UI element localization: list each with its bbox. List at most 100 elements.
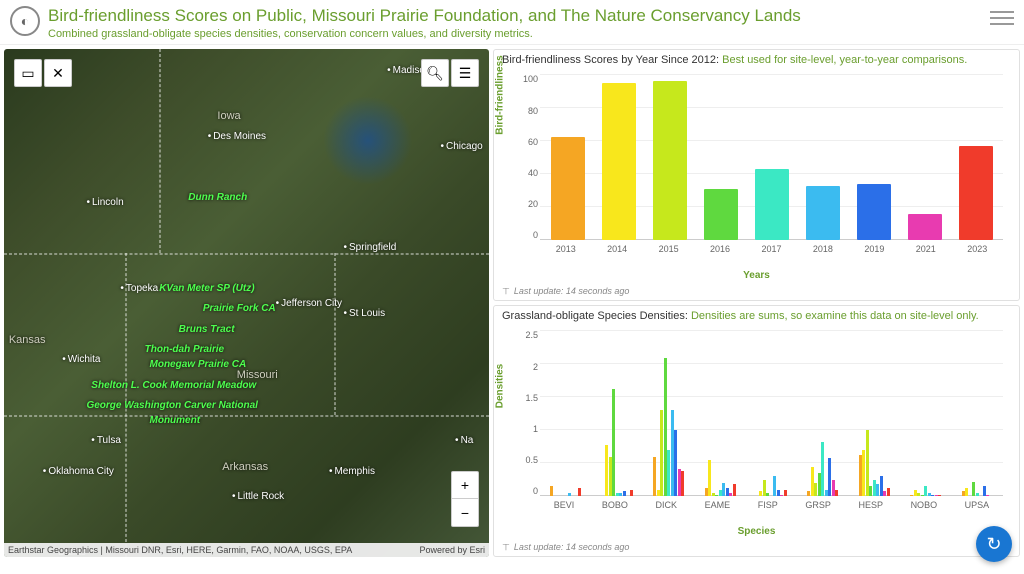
site-label[interactable]: KVan Meter SP (Utz): [159, 283, 254, 294]
city-label: Tulsa: [91, 435, 121, 446]
map-zoom: + −: [451, 471, 479, 527]
site-label[interactable]: Dunn Ranch: [188, 192, 247, 203]
city-label: Topeka: [120, 283, 158, 294]
bar[interactable]: [976, 493, 979, 496]
xtick-label: DICK: [656, 500, 678, 510]
city-label: Oklahoma City: [43, 466, 114, 477]
chart1-xticks: 201320142015201620172018201920212023: [540, 244, 1003, 254]
bar[interactable]: [835, 490, 838, 497]
right-panel: Bird-friendliness Scores by Year Since 2…: [489, 45, 1024, 561]
bar[interactable]: [630, 490, 633, 497]
chart1-plot: [540, 74, 1003, 240]
bar[interactable]: [708, 460, 711, 497]
bar[interactable]: [806, 186, 840, 241]
site-label[interactable]: Thon-dah Prairie: [145, 344, 224, 355]
zoom-in-icon[interactable]: +: [451, 471, 479, 499]
bar[interactable]: [965, 488, 968, 496]
xtick-label: BEVI: [554, 500, 575, 510]
species-group: [952, 330, 1003, 496]
species-group: [900, 330, 951, 496]
map-clear-icon[interactable]: ✕: [44, 59, 72, 87]
xtick-label: 2019: [864, 244, 884, 254]
chart2-plot: [540, 330, 1003, 496]
site-label[interactable]: Monegaw Prairie CA: [150, 359, 247, 370]
main: MadisonChicagoDes MoinesLincolnSpringfie…: [0, 45, 1024, 561]
xtick-label: 2021: [916, 244, 936, 254]
xtick-label: 2013: [556, 244, 576, 254]
zoom-out-icon[interactable]: −: [451, 499, 479, 527]
city-label: Memphis: [329, 466, 375, 477]
map-legend-icon[interactable]: ☰: [451, 59, 479, 87]
site-label[interactable]: Prairie Fork CA: [203, 303, 276, 314]
bar[interactable]: [784, 490, 787, 497]
chart2-xticks: BEVIBOBODICKEAMEFISPGRSPHESPNOBOUPSA: [540, 500, 1003, 510]
site-label[interactable]: Shelton L. Cook Memorial Meadow: [91, 380, 256, 391]
city-label: Chicago: [441, 141, 483, 152]
chart-species-densities: Grassland-obligate Species Densities: De…: [493, 305, 1020, 557]
refresh-button[interactable]: ↻: [976, 526, 1012, 562]
city-label: Wichita: [62, 354, 100, 365]
city-label: Springfield: [344, 242, 397, 253]
xtick-label: FISP: [758, 500, 778, 510]
bar[interactable]: [887, 488, 890, 496]
chart2-ylabel: Densities: [495, 364, 506, 408]
chart2-last-update: Last update: 14 seconds ago: [502, 539, 1011, 554]
state-label: Kansas: [9, 334, 46, 346]
bar[interactable]: [623, 491, 626, 496]
state-label: Iowa: [217, 110, 240, 122]
species-group: [591, 330, 642, 496]
bar[interactable]: [857, 184, 891, 240]
site-label[interactable]: George Washington Carver National: [86, 400, 258, 411]
chart1-ylabel: Bird-friendliness: [495, 56, 506, 135]
page-title: Bird-friendliness Scores on Public, Miss…: [48, 6, 990, 26]
city-label: St Louis: [344, 308, 386, 319]
bar[interactable]: [568, 493, 571, 496]
map-select-icon[interactable]: ▭: [14, 59, 42, 87]
bar[interactable]: [681, 471, 684, 496]
xtick-label: EAME: [705, 500, 731, 510]
map-attribution: Earthstar Geographics | Missouri DNR, Es…: [4, 543, 489, 557]
bar[interactable]: [704, 189, 738, 240]
attribution-esri: Powered by Esri: [419, 545, 485, 555]
site-label[interactable]: Monument: [150, 415, 201, 426]
chart1-title: Bird-friendliness Scores by Year Since 2…: [502, 54, 1011, 66]
site-label[interactable]: Bruns Tract: [179, 324, 235, 335]
chart2-title: Grassland-obligate Species Densities: De…: [502, 310, 1011, 322]
map-panel[interactable]: MadisonChicagoDes MoinesLincolnSpringfie…: [4, 49, 489, 557]
attribution-text: Earthstar Geographics | Missouri DNR, Es…: [8, 545, 352, 555]
species-group: [540, 330, 591, 496]
bar[interactable]: [959, 146, 993, 241]
xtick-label: GRSP: [805, 500, 831, 510]
map-search-icon[interactable]: 🔍︎: [421, 59, 449, 87]
chart1-xlabel: Years: [502, 268, 1011, 283]
chart1-body: Bird-friendliness 020406080100 201320142…: [502, 70, 1011, 268]
xtick-label: 2018: [813, 244, 833, 254]
hamburger-menu-icon[interactable]: [990, 6, 1014, 30]
bar[interactable]: [938, 495, 941, 496]
bar[interactable]: [733, 484, 736, 496]
titles: Bird-friendliness Scores on Public, Miss…: [48, 6, 990, 40]
bar[interactable]: [578, 488, 581, 496]
chart1-last-update: Last update: 14 seconds ago: [502, 283, 1011, 298]
species-group: [643, 330, 694, 496]
city-label: Little Rock: [232, 491, 284, 502]
map-controls-left: ▭ ✕: [14, 59, 72, 87]
xtick-label: 2023: [967, 244, 987, 254]
bar[interactable]: [766, 493, 769, 496]
bar[interactable]: [602, 83, 636, 241]
species-group: [746, 330, 797, 496]
xtick-label: 2015: [659, 244, 679, 254]
xtick-label: 2017: [761, 244, 781, 254]
bar[interactable]: [821, 442, 824, 496]
bar[interactable]: [908, 214, 942, 241]
chart-bird-friendliness: Bird-friendliness Scores by Year Since 2…: [493, 49, 1020, 301]
bar[interactable]: [612, 389, 615, 497]
species-group: [797, 330, 848, 496]
bar[interactable]: [551, 137, 585, 240]
xtick-label: HESP: [858, 500, 883, 510]
bar[interactable]: [755, 169, 789, 240]
bar[interactable]: [550, 486, 553, 496]
bar[interactable]: [986, 495, 989, 496]
xtick-label: BOBO: [602, 500, 628, 510]
bar[interactable]: [653, 81, 687, 240]
